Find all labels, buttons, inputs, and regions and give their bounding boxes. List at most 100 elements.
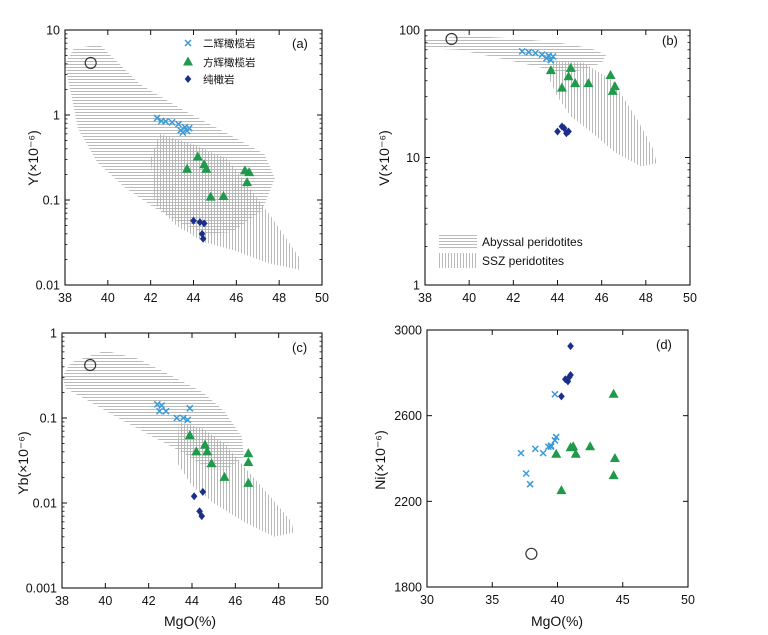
x-tick-label: 50 — [681, 593, 695, 607]
data-point-triangle — [565, 62, 576, 72]
x-tick-label: 38 — [58, 291, 72, 305]
legend-symbol-triangle — [183, 56, 193, 66]
y-tick-label: 2200 — [394, 495, 422, 509]
data-point-triangle — [608, 470, 619, 480]
data-point-diamond — [196, 507, 203, 516]
panel-b: 38 40 42 44 46 48 50 1 10 100 (b) V(×10⁻⁶) Abyssa… — [376, 24, 697, 306]
data-point-triangle — [242, 177, 253, 187]
x-tick-label: 45 — [616, 593, 630, 607]
data-point-triangle — [545, 65, 556, 75]
data-point-x — [168, 118, 176, 126]
panel-b-legend: Abyssal peridotites SSZ peridotites — [439, 234, 583, 268]
data-point-diamond — [560, 124, 568, 133]
panel-a-axes: 38 40 42 44 46 48 50 0.01 0.1 1 10 — [36, 24, 329, 306]
panel-c: 38 40 42 44 46 48 50 0.001 0.01 0.1 1 (c) Yb(×10⁻⁶… — [15, 327, 329, 630]
x-tick-label: 48 — [639, 291, 653, 305]
panel-d: 30 35 40 45 50 1800 2200 2600 3000 (d) Ni(×10⁻⁶)… — [372, 324, 695, 630]
data-point-diamond — [564, 377, 572, 386]
y-tick-label: 1 — [50, 327, 57, 341]
panel-d-points — [517, 342, 620, 560]
panel-c-fields — [62, 350, 294, 537]
x-tick-label: 30 — [420, 593, 434, 607]
y-tick-label: 0.01 — [36, 279, 60, 293]
panel-a-label: (a) — [292, 36, 308, 51]
y-tick-label: 0.001 — [26, 582, 57, 596]
data-point-x — [531, 445, 539, 453]
data-point-triangle — [556, 82, 567, 92]
panel-b-ylabel: V(×10⁻⁶) — [376, 130, 392, 186]
legend-marker-x — [184, 39, 192, 47]
data-point-x — [522, 469, 530, 478]
data-point-triangle — [551, 448, 562, 458]
data-point-x — [549, 52, 557, 61]
data-point-triangle — [182, 163, 193, 173]
data-point-triangle — [205, 191, 216, 201]
x-tick-label: 50 — [315, 594, 329, 608]
data-point-triangle — [556, 485, 567, 495]
data-point-triangle — [191, 446, 202, 456]
data-point-diamond — [558, 392, 565, 401]
legend-swatch-abyssal — [439, 234, 477, 249]
data-point-triangle — [202, 446, 213, 456]
data-point-x — [184, 416, 192, 424]
x-tick-label: 50 — [683, 291, 697, 305]
x-tick-label: 40 — [98, 594, 112, 608]
data-point-triangle — [184, 430, 195, 440]
data-point-x — [179, 414, 187, 422]
y-tick-label: 1800 — [394, 581, 422, 595]
data-point-triangle — [583, 78, 594, 88]
data-point-diamond — [196, 218, 204, 227]
panel-b-axes: 38 40 42 44 46 48 50 1 10 100 — [399, 24, 697, 306]
x-tick-label: 44 — [187, 291, 201, 305]
data-point-triangle — [608, 388, 619, 398]
y-tick-label: 10 — [406, 151, 420, 165]
data-point-diamond — [567, 370, 574, 379]
data-point-x — [547, 443, 555, 451]
data-point-x — [158, 402, 166, 410]
panel-c-xlabel: MgO(%) — [164, 613, 216, 629]
data-point-x — [162, 407, 170, 415]
data-point-reference — [84, 56, 97, 70]
legend-marker-triangle — [183, 56, 193, 66]
legend-label-lherzolite: 二辉橄榄岩 — [203, 37, 256, 50]
x-tick-label: 48 — [272, 291, 286, 305]
data-point-diamond — [190, 492, 198, 501]
panel-a-ylabel: Y(×10⁻⁶) — [25, 130, 41, 186]
data-point-triangle — [201, 163, 212, 173]
panel-b-points — [445, 32, 620, 138]
y-tick-label: 100 — [399, 24, 420, 38]
y-tick-label: 0.01 — [33, 497, 57, 511]
legend-label-ssz: SSZ peridotites — [482, 254, 564, 268]
x-tick-label: 40 — [551, 593, 565, 607]
y-tick-label: 0.1 — [43, 194, 60, 208]
field-ssz — [548, 60, 657, 167]
data-point-triangle — [605, 69, 616, 79]
data-point-x — [517, 449, 525, 457]
x-tick-label: 44 — [185, 594, 199, 608]
data-point-triangle — [585, 441, 596, 451]
data-point-triangle — [218, 190, 229, 200]
legend-swatch-ssz — [439, 253, 477, 268]
panel-d-label: (d) — [656, 337, 672, 352]
x-tick-label: 46 — [595, 291, 609, 305]
data-point-x — [547, 442, 555, 450]
data-point-triangle — [219, 471, 230, 481]
x-tick-label: 40 — [462, 291, 476, 305]
data-point-x — [185, 124, 193, 132]
legend-box — [176, 35, 281, 97]
x-tick-label: 42 — [144, 291, 158, 305]
data-point-x — [547, 56, 555, 64]
x-tick-label: 38 — [55, 594, 69, 608]
data-point-x — [186, 404, 194, 412]
legend-symbol-x — [184, 39, 192, 47]
panel-b-label: (b) — [662, 33, 678, 48]
data-point-triangle — [206, 458, 217, 468]
x-tick-label: 40 — [101, 291, 115, 305]
data-point-x — [552, 433, 560, 441]
panel-a: 38 40 42 44 46 48 50 0.01 0.1 1 10 (a) Y(×10⁻⁶) 二辉… — [25, 24, 329, 306]
data-point-triangle — [243, 448, 254, 458]
x-tick-label: 42 — [506, 291, 520, 305]
data-point-diamond — [558, 122, 566, 131]
x-tick-label: 44 — [551, 291, 565, 305]
